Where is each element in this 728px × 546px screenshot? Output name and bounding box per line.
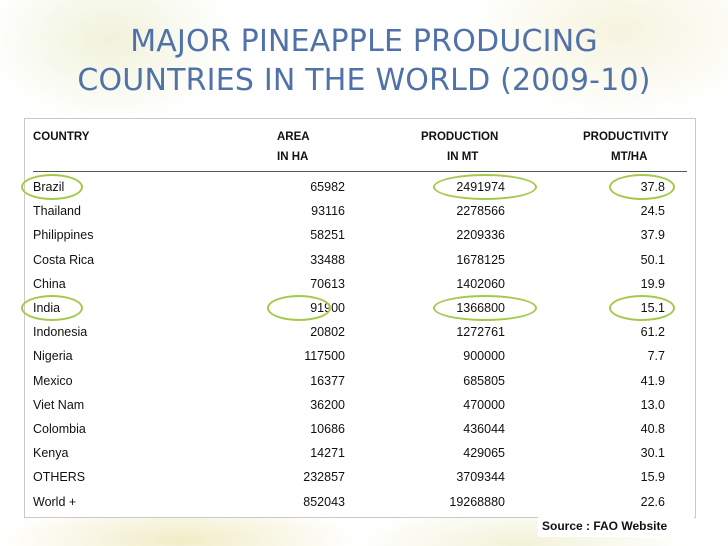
cell-productivity: 24.5 bbox=[640, 204, 665, 219]
cell-productivity: 61.2 bbox=[640, 325, 665, 340]
cell-productivity: 19.9 bbox=[640, 276, 665, 291]
cell-production: 1402060 bbox=[456, 276, 505, 291]
title-line-1: MAJOR PINEAPPLE PRODUCING bbox=[130, 24, 598, 59]
highlight-circle bbox=[21, 295, 83, 321]
cell-production: 429065 bbox=[463, 446, 505, 461]
cell-country: Thailand bbox=[33, 204, 81, 219]
cell-productivity: 22.6 bbox=[640, 494, 665, 509]
cell-area: 16377 bbox=[310, 373, 345, 388]
cell-area: 852043 bbox=[303, 494, 345, 509]
header-area-unit: IN HA bbox=[277, 151, 309, 163]
highlight-circle bbox=[21, 174, 83, 200]
header-area: AREA bbox=[277, 131, 310, 143]
cell-area: 93116 bbox=[311, 204, 345, 219]
highlight-circle bbox=[433, 295, 537, 321]
source-note: Source : FAO Website bbox=[538, 515, 694, 537]
title-line-2: COUNTRIES IN THE WORLD (2009-10) bbox=[77, 63, 651, 98]
cell-productivity: 7.7 bbox=[647, 349, 665, 364]
cell-area: 14271 bbox=[310, 446, 345, 461]
header-productivity: PRODUCTIVITY bbox=[583, 131, 669, 143]
cell-country: Mexico bbox=[33, 373, 73, 388]
cell-country: Colombia bbox=[33, 422, 86, 436]
cell-production: 900000 bbox=[463, 349, 505, 364]
highlight-circle bbox=[609, 295, 675, 321]
highlight-circle bbox=[267, 295, 331, 321]
header-production: PRODUCTION bbox=[421, 131, 499, 143]
cell-productivity: 13.0 bbox=[640, 397, 665, 412]
cell-productivity: 50.1 bbox=[640, 252, 665, 267]
cell-area: 58251 bbox=[310, 228, 345, 243]
header-productivity-unit: MT/HA bbox=[611, 151, 648, 163]
cell-area: 33488 bbox=[310, 252, 345, 267]
cell-production: 19268880 bbox=[449, 494, 505, 509]
cell-productivity: 41.9 bbox=[640, 373, 665, 388]
header-production-unit: IN MT bbox=[447, 151, 479, 163]
header-country: COUNTRY bbox=[33, 131, 90, 143]
cell-area: 20802 bbox=[310, 325, 345, 340]
cell-area: 10686 bbox=[310, 422, 345, 436]
cell-country: OTHERS bbox=[33, 470, 86, 485]
cell-production: 685805 bbox=[463, 373, 505, 388]
cell-production: 470000 bbox=[463, 397, 505, 412]
cell-area: 70613 bbox=[310, 276, 345, 291]
cell-country: World + bbox=[33, 494, 77, 509]
cell-area: 117500 bbox=[304, 349, 345, 364]
cell-country: Viet Nam bbox=[33, 397, 85, 412]
cell-area: 36200 bbox=[310, 397, 345, 412]
cell-productivity: 30.1 bbox=[640, 446, 665, 461]
cell-production: 2278566 bbox=[456, 204, 505, 219]
cell-country: Philippines bbox=[33, 228, 94, 243]
page-title: MAJOR PINEAPPLE PRODUCING COUNTRIES IN T… bbox=[0, 22, 728, 100]
data-table: COUNTRY AREA IN HA PRODUCTION IN MT PROD… bbox=[21, 118, 696, 518]
cell-country: Costa Rica bbox=[33, 252, 95, 267]
cell-country: Indonesia bbox=[33, 325, 88, 340]
cell-area: 65982 bbox=[310, 180, 345, 194]
cell-production: 436044 bbox=[463, 422, 505, 436]
cell-productivity: 37.9 bbox=[640, 228, 665, 243]
highlight-circle bbox=[433, 174, 537, 200]
cell-production: 3709344 bbox=[456, 470, 505, 485]
cell-productivity: 40.8 bbox=[640, 422, 665, 436]
highlight-circle bbox=[609, 174, 675, 200]
cell-area: 232857 bbox=[303, 470, 345, 485]
cell-productivity: 15.9 bbox=[640, 470, 665, 485]
header-divider bbox=[33, 171, 687, 172]
cell-production: 1678125 bbox=[456, 252, 505, 267]
cell-production: 2209336 bbox=[456, 228, 505, 243]
cell-country: China bbox=[33, 276, 66, 291]
cell-country: Nigeria bbox=[33, 349, 73, 364]
cell-production: 1272761 bbox=[456, 325, 505, 340]
cell-country: Kenya bbox=[33, 446, 69, 461]
